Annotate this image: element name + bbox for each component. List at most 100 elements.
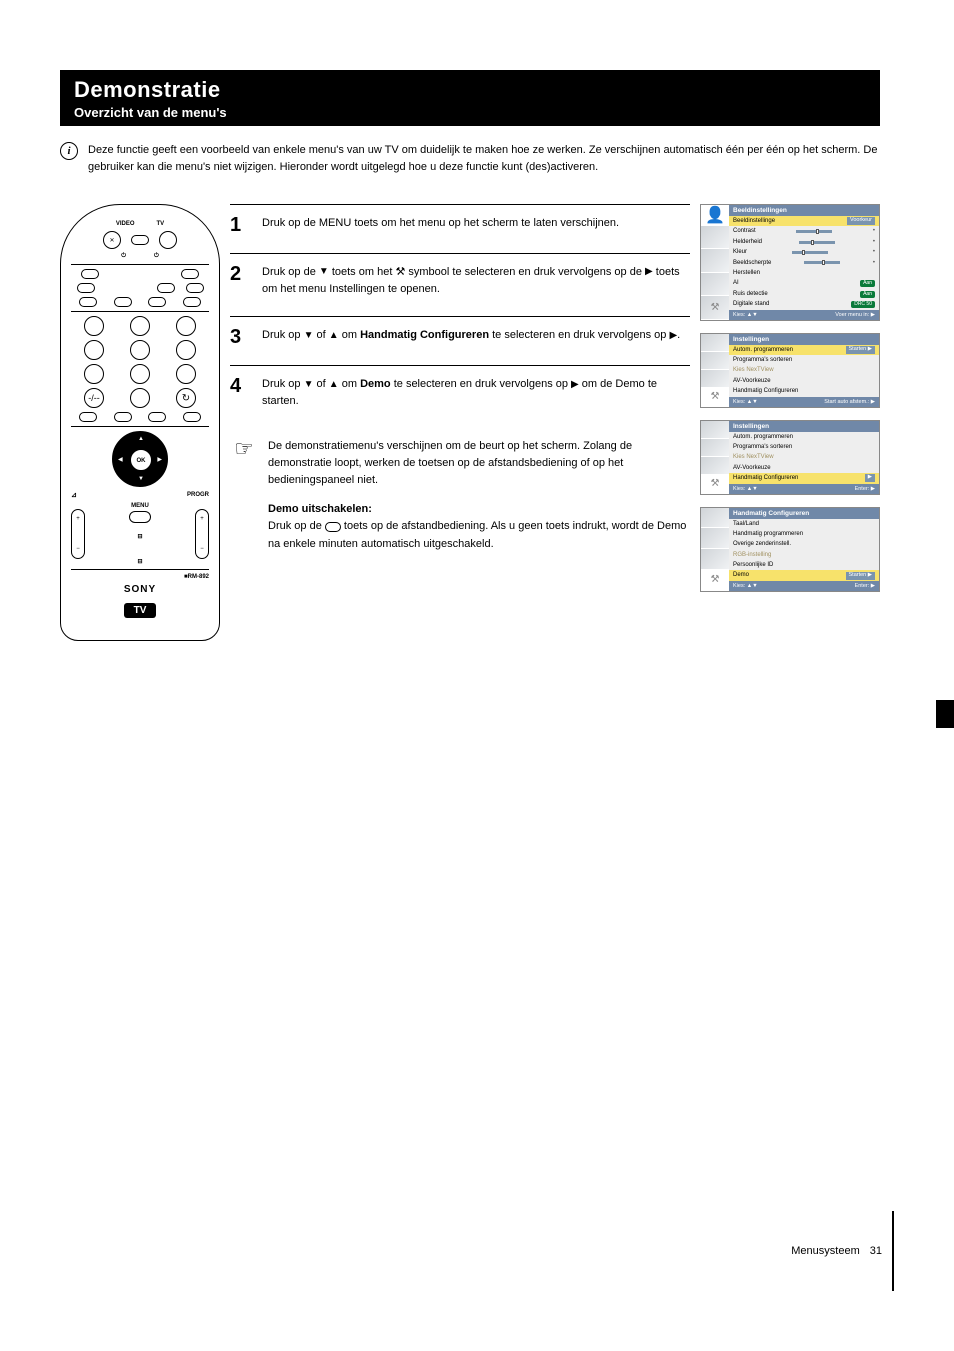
- osd-item[interactable]: Programma's sorteren: [729, 442, 879, 452]
- osd-item[interactable]: Handmatig programmeren: [729, 529, 879, 539]
- step-2-text: Druk op de ▼ toets om het ⚒ symbool te s…: [262, 264, 690, 298]
- osd-tab[interactable]: [701, 249, 729, 272]
- osd-footer: Kies: ▲▼Voer menu in: ▶: [729, 310, 879, 320]
- footer-bar: [892, 1211, 894, 1291]
- ok-button[interactable]: OK: [131, 450, 151, 470]
- osd-title: Beeldinstellingen: [729, 205, 879, 216]
- numpad-5[interactable]: [130, 340, 150, 360]
- step-4-num: 4: [230, 376, 252, 410]
- osd-title: Instellingen: [729, 421, 879, 432]
- osd-item[interactable]: Programma's sorteren: [729, 355, 879, 365]
- osd-item[interactable]: Autom. programmeren: [729, 432, 879, 442]
- osd-tab[interactable]: [701, 421, 729, 439]
- numpad-9[interactable]: [176, 364, 196, 384]
- remote-btn-r2a[interactable]: [77, 283, 95, 293]
- return-button[interactable]: ↻: [176, 388, 196, 408]
- dash-button[interactable]: -/--: [84, 388, 104, 408]
- step-1: 1 Druk op de MENU toets om het menu op h…: [230, 204, 690, 253]
- video-power-button[interactable]: [131, 235, 149, 245]
- down-icon: ▼: [304, 377, 314, 393]
- osd-item[interactable]: Kies NexTView: [729, 365, 879, 375]
- osd-tab[interactable]: [701, 439, 729, 457]
- osd-item[interactable]: Handmatig Configureren: [729, 386, 879, 396]
- color-yellow[interactable]: [148, 412, 166, 422]
- toolbox-icon: ⚒: [395, 266, 405, 278]
- progr-label: PROGR: [187, 492, 209, 498]
- osd-item[interactable]: Overige zenderinstell.: [729, 539, 879, 549]
- osd-tab[interactable]: [701, 457, 729, 475]
- numpad-0[interactable]: [130, 388, 150, 408]
- osd-tab[interactable]: [701, 370, 729, 388]
- color-red[interactable]: [79, 412, 97, 422]
- osd-item[interactable]: Taal/Land: [729, 519, 879, 529]
- osd-item[interactable]: Ruis detectieAan: [729, 289, 879, 299]
- osd-item[interactable]: BeeldinstellingeVoorkeur: [729, 216, 879, 226]
- tv-power-button[interactable]: [159, 231, 177, 249]
- right-icon: ▶: [645, 264, 653, 280]
- mute-button[interactable]: ✕: [103, 231, 121, 249]
- osd-panel4: ⚒ Handmatig ConfigurerenTaal/LandHandmati…: [700, 507, 880, 592]
- numpad-7[interactable]: [84, 364, 104, 384]
- osd-tab[interactable]: [701, 334, 729, 352]
- osd-tab[interactable]: [701, 273, 729, 296]
- osd-item[interactable]: AV-Voorkeuze: [729, 463, 879, 473]
- osd-tab[interactable]: ⚒: [701, 475, 729, 493]
- remote-control: VIDEO TV ✕ ⏻ ⏻: [60, 204, 220, 641]
- color-green[interactable]: [114, 412, 132, 422]
- dpad[interactable]: ▲ ▼ ◀ ▶ OK: [112, 431, 168, 487]
- tv-tag: TV: [124, 603, 157, 618]
- osd-item[interactable]: RGB-instelling: [729, 550, 879, 560]
- osd-item[interactable]: Persoonlijke ID: [729, 560, 879, 570]
- menu-label: MENU: [131, 503, 149, 509]
- volume-rocker[interactable]: +−: [71, 509, 85, 559]
- numpad-8[interactable]: [130, 364, 150, 384]
- brand-label: SONY: [124, 584, 156, 595]
- numpad-3[interactable]: [176, 316, 196, 336]
- osd-tab[interactable]: ⚒: [701, 296, 729, 319]
- numpad-1[interactable]: [84, 316, 104, 336]
- color-blue[interactable]: [183, 412, 201, 422]
- osd-tab[interactable]: [701, 352, 729, 370]
- osd-tab[interactable]: ⚒: [701, 388, 729, 406]
- info-icon: i: [60, 142, 78, 160]
- remote-btn-r2b[interactable]: [157, 283, 175, 293]
- remote-btn-r3c[interactable]: [148, 297, 166, 307]
- right-icon: ▶: [669, 328, 677, 344]
- remote-btn-r3a[interactable]: [79, 297, 97, 307]
- osd-item[interactable]: Helderheid •: [729, 237, 879, 247]
- side-black-tab: [936, 700, 954, 728]
- remote-btn-r3b[interactable]: [114, 297, 132, 307]
- right-icon: ▶: [571, 377, 579, 393]
- menu-button[interactable]: [129, 511, 151, 523]
- osd-item[interactable]: AIAan: [729, 278, 879, 288]
- step-2: 2 Druk op de ▼ toets om het ⚒ symbool te…: [230, 253, 690, 316]
- remote-btn-r1b[interactable]: [181, 269, 199, 279]
- remote-btn-r2c[interactable]: [186, 283, 204, 293]
- osd-item[interactable]: Beeldscherpte •: [729, 258, 879, 268]
- osd-panel1: 👤⚒BeeldinstellingenBeeldinstellingeVoork…: [700, 204, 880, 321]
- osd-item[interactable]: AV-Voorkeuze: [729, 376, 879, 386]
- hand-icon: ☞: [230, 438, 258, 552]
- osd-item[interactable]: Autom. programmerenStarten ▶: [729, 345, 879, 355]
- osd-tab[interactable]: [701, 549, 729, 570]
- osd-title: Handmatig Configureren: [729, 508, 879, 519]
- banner-subtitle: Overzicht van de menu's: [74, 105, 866, 120]
- numpad-2[interactable]: [130, 316, 150, 336]
- remote-btn-r1a[interactable]: [81, 269, 99, 279]
- osd-item[interactable]: Herstellen: [729, 268, 879, 278]
- progr-rocker[interactable]: +−: [195, 509, 209, 559]
- osd-item[interactable]: Handmatig Configureren▶: [729, 473, 879, 483]
- osd-tab[interactable]: ⚒: [701, 570, 729, 591]
- osd-item[interactable]: Kleur •: [729, 247, 879, 257]
- osd-tab[interactable]: [701, 508, 729, 529]
- step-3: 3 Druk op ▼ of ▲ om Handmatig Configurer…: [230, 316, 690, 365]
- osd-item[interactable]: DemoStarten ▶: [729, 570, 879, 580]
- numpad-4[interactable]: [84, 340, 104, 360]
- osd-item[interactable]: Digitale standDRC 50: [729, 299, 879, 309]
- osd-tab[interactable]: [701, 226, 729, 249]
- remote-btn-r3d[interactable]: [183, 297, 201, 307]
- osd-item[interactable]: Contrast •: [729, 226, 879, 236]
- osd-tab[interactable]: [701, 528, 729, 549]
- osd-item[interactable]: Kies NexTView: [729, 452, 879, 462]
- numpad-6[interactable]: [176, 340, 196, 360]
